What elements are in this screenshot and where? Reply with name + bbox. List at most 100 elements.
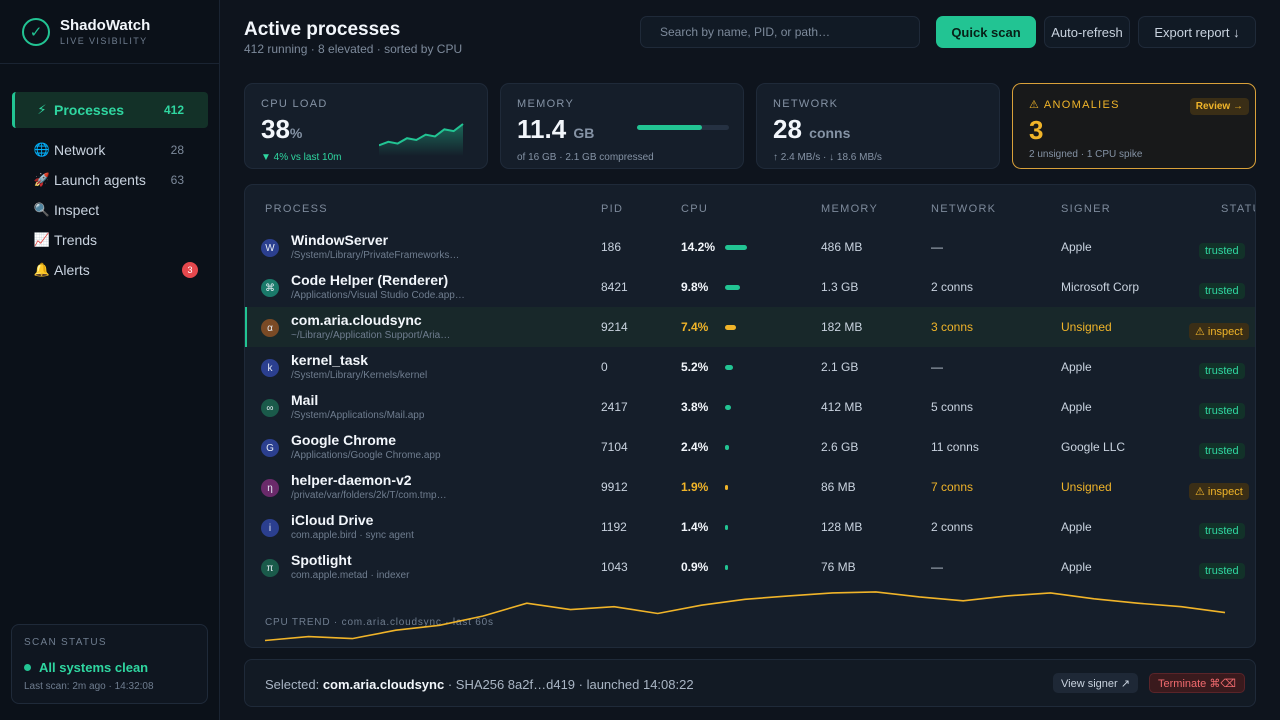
process-cpu: 3.8% xyxy=(681,400,709,414)
brand[interactable]: ✓ ShadoWatch LIVE VISIBILITY xyxy=(22,17,150,46)
process-memory: 76 MB xyxy=(821,560,856,574)
table-row[interactable]: i iCloud Drive com.apple.bird · sync agent… xyxy=(245,507,1255,547)
process-network: 7 conns xyxy=(931,480,974,494)
card-label: MEMORY xyxy=(517,98,575,110)
scan-status-title: SCAN STATUS xyxy=(24,637,107,648)
memory-usage-bar xyxy=(637,125,729,130)
sidebar-item-count: 28 xyxy=(170,143,184,157)
process-cpu: 7.4% xyxy=(681,320,709,334)
sidebar-item-processes[interactable]: ⚡ Processes 412 xyxy=(12,92,208,128)
table-row[interactable]: W WindowServer/System/Library/PrivateFram… xyxy=(245,227,1255,267)
cpu-load-value: 38% xyxy=(261,114,303,144)
memory-card: MEMORY 11.4 GB of 16 GB · 2.1 GB compres… xyxy=(500,83,744,169)
page-title: Active processes xyxy=(244,19,401,40)
sidebar-item-network[interactable]: 🌐 Network 28 xyxy=(12,135,208,165)
process-network: 3 conns xyxy=(931,320,974,334)
card-label: CPU LOAD xyxy=(261,98,328,110)
cpu-sparkline xyxy=(379,123,464,156)
process-name: iCloud Drive xyxy=(291,512,374,528)
table-row[interactable]: ⌘ Code Helper (Renderer) /Applications/Vis… xyxy=(245,267,1255,307)
scan-status-card: SCAN STATUS All systems clean Last scan:… xyxy=(11,624,208,704)
sidebar-item-trends[interactable]: 📈 Trends xyxy=(12,225,208,255)
process-pid: 7104 xyxy=(601,440,628,454)
inspect-status-badge[interactable]: ⚠ inspect xyxy=(1189,323,1249,340)
sidebar-item-label: Processes xyxy=(54,102,125,118)
sidebar-item-label: Alerts xyxy=(54,262,90,278)
cpu-usage-bar xyxy=(725,445,729,450)
process-network: 2 conns xyxy=(931,520,974,534)
anomalies-card[interactable]: ⚠ ANOMALIES 3 2 unsigned · 1 CPU spike R… xyxy=(1012,83,1256,169)
search-input[interactable] xyxy=(640,16,920,48)
process-cpu: 9.8% xyxy=(681,280,709,294)
anomalies-detail: 2 unsigned · 1 CPU spike xyxy=(1029,149,1143,160)
sidebar-item-launch-agents[interactable]: 🚀 Launch agents 63 xyxy=(12,165,208,195)
process-icon: π xyxy=(261,559,279,577)
process-cpu: 1.9% xyxy=(681,480,709,494)
anomalies-value: 3 xyxy=(1029,115,1044,145)
process-signer: Apple xyxy=(1061,520,1092,534)
review-button[interactable]: Review → xyxy=(1189,98,1249,115)
process-path: /System/Applications/Mail.app xyxy=(291,410,425,421)
table-row[interactable]: G Google Chrome/Applications/Google Chrom… xyxy=(245,427,1255,467)
table-row[interactable]: ∞ Mail/System/Applications/Mail.app 2417 3.… xyxy=(245,387,1255,427)
process-name: Spotlight xyxy=(291,552,352,568)
cpu-trend-line xyxy=(264,591,1226,642)
inspect-status-badge[interactable]: ⚠ inspect xyxy=(1189,483,1249,500)
bell-icon: 🔔 xyxy=(33,262,51,277)
column-header-process[interactable]: PROCESS xyxy=(265,203,328,215)
cpu-trend-chart xyxy=(264,591,1226,642)
selection-summary: Selected: com.aria.cloudsync · SHA256 8a… xyxy=(265,677,694,692)
auto-refresh-button[interactable]: Auto-refresh xyxy=(1044,16,1130,48)
trusted-status-badge: trusted xyxy=(1199,363,1245,379)
sidebar-item-count: 412 xyxy=(163,103,184,117)
process-network: 5 conns xyxy=(931,400,974,414)
column-header-signer[interactable]: SIGNER xyxy=(1061,203,1111,215)
process-path: /Applications/Google Chrome.app xyxy=(291,450,441,461)
process-signer: Microsoft Corp xyxy=(1061,280,1140,294)
table-row[interactable]: π Spotlight com.apple.metad · indexer 1043 0… xyxy=(245,547,1255,587)
view-signer-button[interactable]: View signer ↗ xyxy=(1053,673,1138,693)
process-signer: Google LLC xyxy=(1061,440,1126,454)
column-header-status[interactable]: STATUS xyxy=(1221,203,1255,215)
column-header-cpu[interactable]: CPU xyxy=(681,203,709,215)
table-row[interactable]: η helper-daemon-v2/private/var/folders/2k… xyxy=(245,467,1255,507)
process-network: — xyxy=(931,240,943,254)
cpu-usage-bar xyxy=(725,325,737,330)
column-header-pid[interactable]: PID xyxy=(601,203,624,215)
trusted-status-badge: trusted xyxy=(1199,243,1245,259)
sidebar-item-alerts[interactable]: 🔔 Alerts 3 xyxy=(12,255,208,285)
export-report-button[interactable]: Export report ↓ xyxy=(1138,16,1256,48)
sidebar-item-inspect[interactable]: 🔍 Inspect xyxy=(12,195,208,225)
terminate-button[interactable]: Terminate ⌘⌫ xyxy=(1149,673,1245,693)
cpu-usage-bar xyxy=(725,405,731,410)
cpu-usage-bar xyxy=(725,565,728,570)
process-memory: 86 MB xyxy=(821,480,856,494)
page-subtitle: 412 running · 8 elevated · sorted by CPU xyxy=(244,42,463,56)
process-path: /System/Library/PrivateFrameworks… xyxy=(291,250,460,261)
process-signer: Apple xyxy=(1061,360,1092,374)
card-label: NETWORK xyxy=(773,98,839,110)
sparkline-line xyxy=(379,123,464,147)
cpu-usage-bar xyxy=(725,285,741,290)
process-signer: Unsigned xyxy=(1061,320,1112,334)
process-name: Google Chrome xyxy=(291,432,397,448)
globe-icon: 🌐 xyxy=(33,142,51,157)
quick-scan-button[interactable]: Quick scan xyxy=(936,16,1036,48)
process-memory: 2.6 GB xyxy=(821,440,859,454)
table-row[interactable]: k kernel_task/System/Library/Kernels/kern… xyxy=(245,347,1255,387)
process-icon: α xyxy=(261,319,279,337)
trusted-status-badge: trusted xyxy=(1199,523,1245,539)
sidebar: ✓ ShadoWatch LIVE VISIBILITY ⚡ Processes 4… xyxy=(0,0,220,720)
process-pid: 2417 xyxy=(601,400,628,414)
process-table: PROCESS PID CPU MEMORY NETWORK SIGNER ST… xyxy=(244,184,1256,648)
magnifier-icon: 🔍 xyxy=(33,202,51,217)
column-header-memory[interactable]: MEMORY xyxy=(821,203,879,215)
column-header-network[interactable]: NETWORK xyxy=(931,203,997,215)
process-path: com.apple.bird · sync agent xyxy=(291,530,414,541)
process-pid: 9214 xyxy=(601,320,628,334)
process-name: Code Helper (Renderer) xyxy=(291,272,449,288)
divider xyxy=(0,63,219,64)
sidebar-item-label: Network xyxy=(54,142,106,158)
process-path: com.apple.metad · indexer xyxy=(291,570,410,581)
table-row[interactable]: α com.aria.cloudsync ~/Library/Application… xyxy=(245,307,1255,347)
